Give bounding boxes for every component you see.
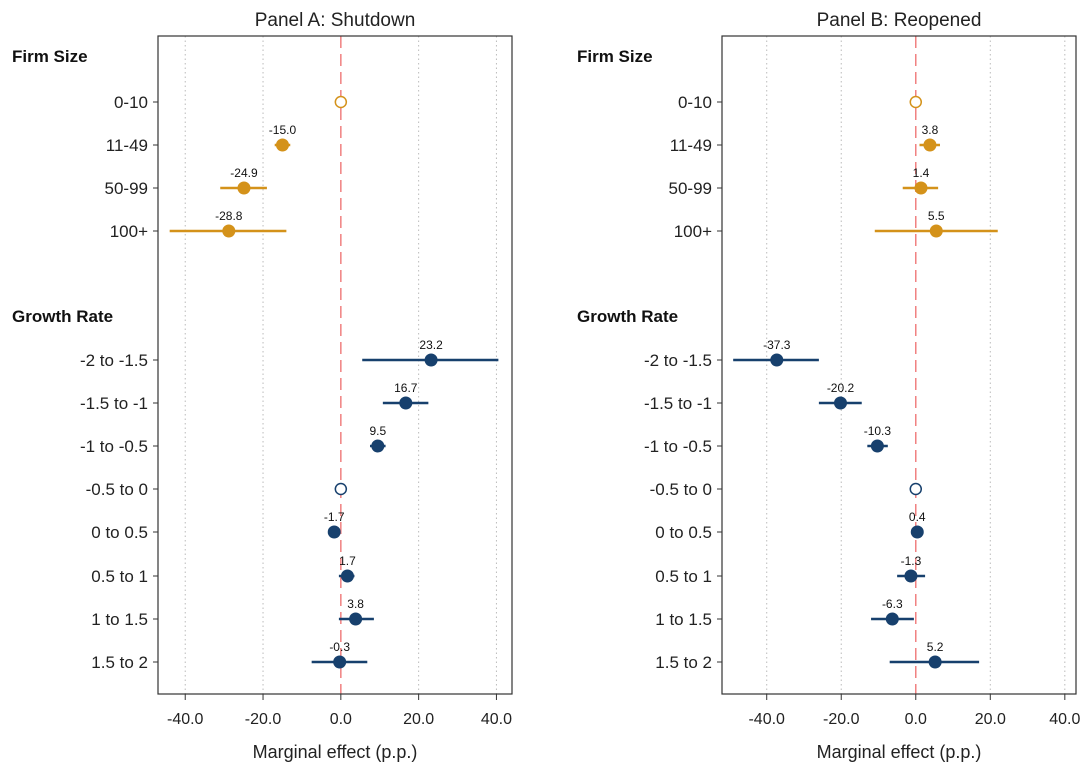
- panel-a-point-marker: [399, 396, 413, 410]
- panel-b-x-tick-label: -20.0: [823, 711, 860, 728]
- panel-a-point-marker: [275, 138, 289, 152]
- panel-a-x-tick-label: 0.0: [330, 711, 352, 728]
- panel-b-category-label: 100+: [674, 222, 712, 241]
- panel-b-data-label: -37.3: [763, 338, 791, 352]
- panel-a-frame: [157, 35, 513, 695]
- panel-a-data-label: 1.7: [339, 554, 356, 568]
- panel-a-data-label: 3.8: [347, 597, 364, 611]
- panel-b-plot: Panel B: Reopened -40.0 -20.0 0.0 20.0 40.0 Ma…: [577, 10, 1080, 762]
- panel-a-category-label: -2 to -1.5: [80, 351, 148, 370]
- panel-a-group-label: Growth Rate: [12, 307, 113, 326]
- panel-a-title: Panel A: Shutdown: [255, 10, 416, 31]
- panel-b-point-marker: [770, 353, 784, 367]
- panel-b-category-label: 50-99: [669, 179, 712, 198]
- panel-a-category-label: -1.5 to -1: [80, 394, 148, 413]
- panel-b-data-label: 0.4: [909, 510, 926, 524]
- panel-b-category-label: 1 to 1.5: [655, 610, 712, 629]
- panel-b-x-tick-label: 20.0: [975, 711, 1006, 728]
- panel-b-category-label: -2 to -1.5: [644, 351, 712, 370]
- panel-b-data-label: 3.8: [922, 123, 939, 137]
- panel-b-data-label: 5.2: [927, 640, 944, 654]
- panel-b-x-tick-label: -40.0: [748, 711, 785, 728]
- panel-b-x-axis-title: Marginal effect (p.p.): [817, 742, 982, 762]
- panel-a-reference-marker: [334, 95, 348, 109]
- panel-b-x-tick-label: 0.0: [905, 711, 927, 728]
- panel-a-group-label: Firm Size: [12, 47, 88, 66]
- panel-a-category-label: 100+: [110, 222, 148, 241]
- panel-a-data-label: -28.8: [215, 209, 243, 223]
- panel-b-point-marker: [923, 138, 937, 152]
- panel-a-point-marker: [222, 224, 236, 238]
- panel-a-point-marker: [371, 439, 385, 453]
- panel-a-point-marker: [424, 353, 438, 367]
- panel-a-category-label: 1.5 to 2: [91, 653, 148, 672]
- panel-a-data-label: -15.0: [269, 123, 297, 137]
- panel-b-reference-marker: [909, 482, 923, 496]
- panel-a-category-label: 1 to 1.5: [91, 610, 148, 629]
- panel-b-point-marker: [833, 396, 847, 410]
- panel-a-point-marker: [327, 525, 341, 539]
- panel-b-point-marker: [885, 612, 899, 626]
- panel-b-category-label: -1 to -0.5: [644, 437, 712, 456]
- panel-b-category-label: 0 to 0.5: [655, 523, 712, 542]
- panel-b-data-label: -1.3: [901, 554, 922, 568]
- panel-a-plot: Panel A: Shutdown -40.0 -20.0 0.0 20.0 40.0 Ma…: [12, 10, 513, 762]
- panel-a-data-label: 23.2: [419, 338, 443, 352]
- panel-b-point-marker: [904, 569, 918, 583]
- panel-b-category-label: 1.5 to 2: [655, 653, 712, 672]
- panel-a-x-tick-label: -20.0: [245, 711, 282, 728]
- panel-b-category-label: 11-49: [670, 136, 712, 155]
- panel-a-reference-marker: [334, 482, 348, 496]
- panel-a-data-label: -1.7: [324, 510, 345, 524]
- panel-b-reference-marker: [909, 95, 923, 109]
- panel-b-group-label: Growth Rate: [577, 307, 678, 326]
- panel-b-category-label: -1.5 to -1: [644, 394, 712, 413]
- panel-a-category-label: -1 to -0.5: [80, 437, 148, 456]
- panel-a-data-label: -24.9: [230, 166, 258, 180]
- panel-b-data-label: -6.3: [882, 597, 903, 611]
- panel-b-title: Panel B: Reopened: [817, 10, 982, 31]
- panel-b-point-marker: [910, 525, 924, 539]
- panel-b-frame: [721, 35, 1077, 695]
- panel-b-category-label: 0.5 to 1: [655, 567, 712, 586]
- panel-a-data-label: 9.5: [369, 424, 386, 438]
- panel-a-point-marker: [333, 655, 347, 669]
- panel-a-x-tick-label: 40.0: [481, 711, 512, 728]
- panel-b-point-marker: [914, 181, 928, 195]
- panel-b-point-marker: [870, 439, 884, 453]
- panel-b-group-label: Firm Size: [577, 47, 653, 66]
- panel-a-category-label: 50-99: [105, 179, 148, 198]
- panel-a-category-label: -0.5 to 0: [86, 480, 148, 499]
- panel-a-category-label: 0-10: [114, 93, 148, 112]
- panel-b-data-label: 5.5: [928, 209, 945, 223]
- panel-b-data-label: -20.2: [827, 381, 855, 395]
- panel-b-data-label: -10.3: [864, 424, 892, 438]
- panel-a-category-label: 0.5 to 1: [91, 567, 148, 586]
- panel-b-data-label: 1.4: [913, 166, 930, 180]
- panel-a-point-marker: [340, 569, 354, 583]
- panel-b-x-tick-label: 40.0: [1049, 711, 1080, 728]
- panel-a-category-label: 11-49: [106, 136, 148, 155]
- panel-a-point-marker: [349, 612, 363, 626]
- panel-b-category-label: 0-10: [678, 93, 712, 112]
- panel-a-data-label: 16.7: [394, 381, 418, 395]
- panel-b-point-marker: [928, 655, 942, 669]
- panel-b-point-marker: [929, 224, 943, 238]
- panel-a-point-marker: [237, 181, 251, 195]
- panel-b-category-label: -0.5 to 0: [650, 480, 712, 499]
- panel-a-x-tick-label: -40.0: [167, 711, 204, 728]
- panel-a-data-label: -0.3: [329, 640, 350, 654]
- panel-a-x-axis-title: Marginal effect (p.p.): [253, 742, 418, 762]
- panel-a-x-tick-label: 20.0: [403, 711, 434, 728]
- panel-a-category-label: 0 to 0.5: [91, 523, 148, 542]
